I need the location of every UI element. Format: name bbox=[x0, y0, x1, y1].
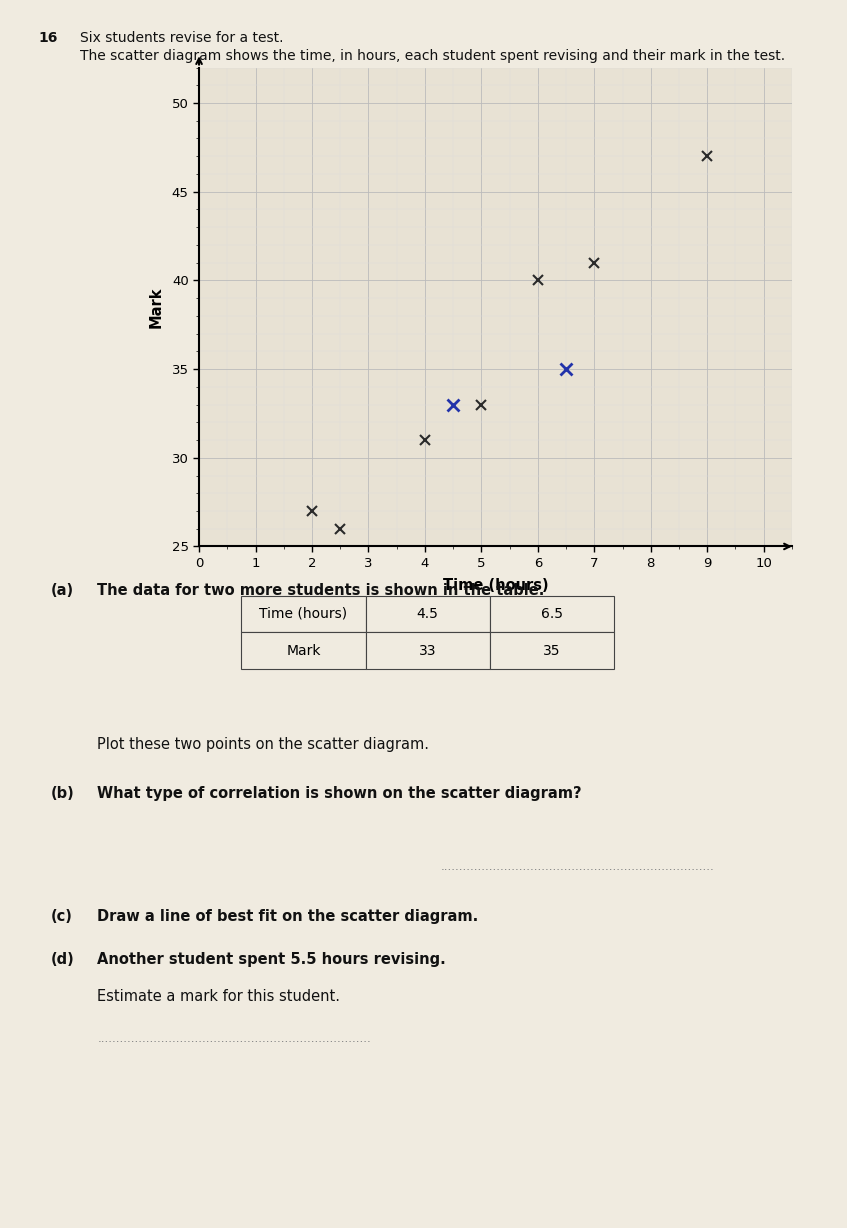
Y-axis label: Mark: Mark bbox=[148, 286, 163, 328]
Text: (d): (d) bbox=[51, 952, 75, 966]
Text: (b): (b) bbox=[51, 786, 75, 801]
Text: .........................................................................: ........................................… bbox=[440, 860, 714, 873]
Text: (a): (a) bbox=[51, 583, 74, 598]
Text: Six students revise for a test.: Six students revise for a test. bbox=[80, 31, 284, 44]
Text: Estimate a mark for this student.: Estimate a mark for this student. bbox=[97, 989, 340, 1003]
Text: Plot these two points on the scatter diagram.: Plot these two points on the scatter dia… bbox=[97, 737, 429, 752]
X-axis label: Time (hours): Time (hours) bbox=[443, 578, 548, 593]
Text: .........................................................................: ........................................… bbox=[97, 1032, 371, 1045]
Text: Another student spent 5.5 hours revising.: Another student spent 5.5 hours revising… bbox=[97, 952, 446, 966]
Text: Draw a line of best fit on the scatter diagram.: Draw a line of best fit on the scatter d… bbox=[97, 909, 479, 923]
Text: 16: 16 bbox=[38, 31, 58, 44]
Text: (c): (c) bbox=[51, 909, 73, 923]
Text: The data for two more students is shown in the table.: The data for two more students is shown … bbox=[97, 583, 545, 598]
Text: The scatter diagram shows the time, in hours, each student spent revising and th: The scatter diagram shows the time, in h… bbox=[80, 49, 785, 63]
Text: What type of correlation is shown on the scatter diagram?: What type of correlation is shown on the… bbox=[97, 786, 582, 801]
